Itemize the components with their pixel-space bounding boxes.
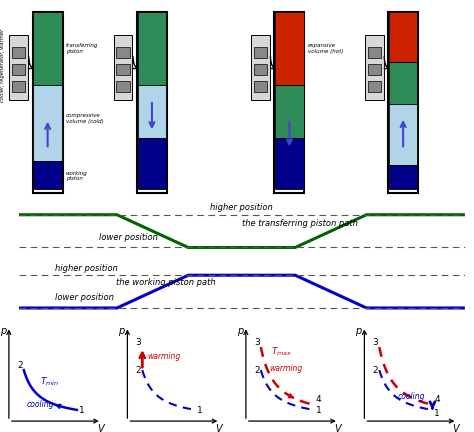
Bar (137, 13, 166, 85)
Text: 4: 4 (434, 394, 440, 403)
Text: 1: 1 (79, 406, 84, 415)
Text: warming: warming (269, 364, 302, 373)
Text: 1: 1 (434, 409, 440, 418)
Text: 3: 3 (254, 338, 260, 347)
Text: compressive
volume (cold): compressive volume (cold) (66, 114, 104, 124)
Bar (389, 104, 418, 165)
Text: $T_{max}$: $T_{max}$ (271, 346, 292, 358)
Bar (12, 64, 26, 75)
Text: V: V (334, 424, 340, 432)
Bar (137, 138, 166, 189)
Text: cooling: cooling (398, 392, 425, 401)
Bar (368, 64, 381, 75)
Text: expansive
volume (hot): expansive volume (hot) (308, 43, 343, 54)
Text: working
piston: working piston (66, 171, 88, 181)
Text: higher position: higher position (55, 264, 118, 273)
Bar (114, 35, 132, 100)
Text: cooling: cooling (27, 400, 55, 409)
Bar (137, 85, 166, 138)
Text: 1: 1 (316, 406, 321, 415)
Bar (33, 85, 62, 161)
Bar (254, 81, 267, 92)
Bar (275, 13, 304, 85)
Bar (12, 81, 26, 92)
Bar (365, 35, 383, 100)
Text: higher position: higher position (210, 203, 273, 212)
Bar (251, 35, 270, 100)
Text: V: V (215, 424, 222, 432)
Bar (117, 47, 130, 58)
Bar (33, 161, 62, 189)
Text: the transferring piston path: the transferring piston path (242, 219, 357, 228)
Text: V: V (452, 424, 459, 432)
Bar (275, 85, 304, 138)
Text: lower position: lower position (55, 293, 113, 302)
Text: V: V (97, 424, 103, 432)
Bar (389, 165, 418, 189)
Bar (9, 35, 28, 100)
Text: $T_{min}$: $T_{min}$ (40, 375, 59, 388)
Bar (12, 47, 26, 58)
Text: 3: 3 (136, 338, 141, 347)
Bar (275, 138, 304, 189)
Bar (137, 13, 167, 193)
Text: p: p (356, 326, 362, 336)
Text: 2: 2 (17, 362, 23, 370)
Text: 2: 2 (373, 366, 378, 375)
Text: 1: 1 (197, 406, 203, 415)
Bar (117, 81, 130, 92)
Text: 2: 2 (136, 366, 141, 375)
Text: cooler, regenerator, warmer: cooler, regenerator, warmer (0, 29, 5, 102)
Text: 4: 4 (316, 394, 321, 403)
Bar (254, 64, 267, 75)
Bar (389, 13, 418, 62)
Text: lower position: lower position (99, 232, 158, 241)
Bar (274, 13, 304, 193)
Bar (388, 13, 418, 193)
Bar (33, 13, 63, 193)
Text: p: p (0, 326, 6, 336)
Bar (117, 64, 130, 75)
Text: p: p (237, 326, 243, 336)
Bar (33, 13, 62, 85)
Text: warming: warming (147, 352, 181, 361)
Text: transferring
piston: transferring piston (66, 43, 98, 54)
Bar (368, 47, 381, 58)
Text: 3: 3 (373, 338, 378, 347)
Bar (368, 81, 381, 92)
Text: the working piston path: the working piston path (116, 278, 216, 286)
Text: 2: 2 (254, 366, 260, 375)
Bar (389, 62, 418, 104)
Text: p: p (118, 326, 125, 336)
Bar (254, 47, 267, 58)
